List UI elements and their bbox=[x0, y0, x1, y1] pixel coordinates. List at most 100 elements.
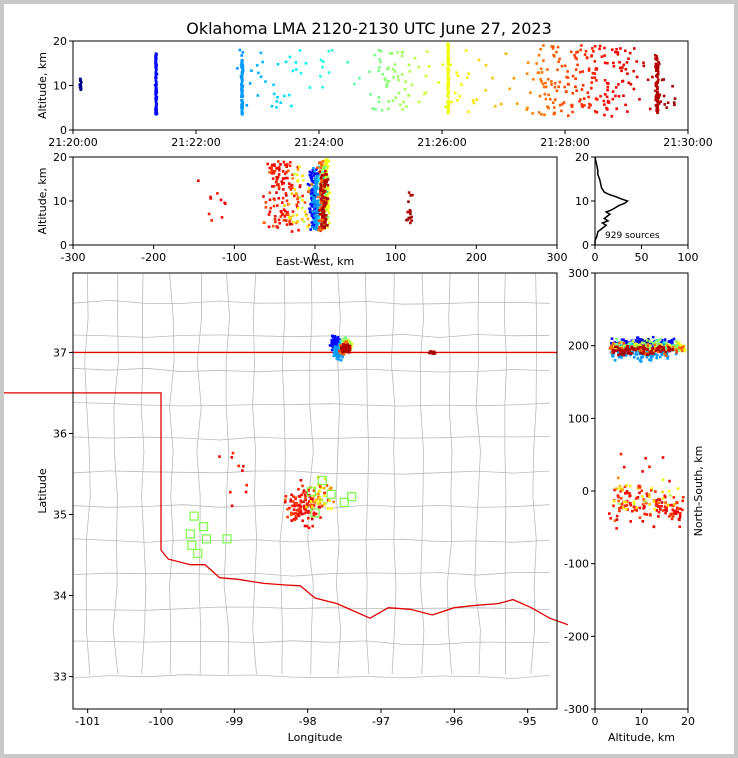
time-altitude-source-point bbox=[595, 79, 598, 82]
altitude-ns-source-point bbox=[652, 500, 656, 503]
altitude-ns-ytick-label: 0 bbox=[582, 485, 589, 498]
altitude-ns-source-point bbox=[660, 504, 663, 508]
ew-altitude-source-point bbox=[319, 192, 322, 195]
ew-altitude-source-point bbox=[291, 220, 295, 224]
altitude-ns-source-point bbox=[653, 343, 657, 347]
county-line bbox=[84, 272, 91, 675]
altitude-ns-source-point bbox=[675, 351, 678, 354]
time-altitude-source-point bbox=[662, 94, 666, 98]
ew-altitude-source-point bbox=[319, 176, 323, 180]
ew-altitude-source-point bbox=[410, 219, 413, 222]
ew-altitude-source-point bbox=[311, 170, 315, 174]
altitude-ns-source-point bbox=[618, 341, 621, 345]
time-altitude-source-point bbox=[380, 109, 384, 112]
time-altitude-source-point bbox=[673, 103, 676, 107]
ew-altitude-source-point bbox=[293, 187, 297, 191]
time-altitude-source-point bbox=[446, 54, 450, 58]
plan-view-source-point bbox=[289, 498, 293, 502]
altitude-ns-source-point bbox=[643, 341, 646, 345]
time-altitude-source-point bbox=[388, 52, 392, 55]
altitude-ns-source-point bbox=[642, 344, 645, 348]
altitude-ns-source-point bbox=[620, 340, 623, 344]
time-altitude-source-point bbox=[413, 56, 417, 60]
plan-view-source-point bbox=[298, 503, 301, 507]
time-altitude-source-point bbox=[446, 42, 449, 46]
plan-view-source-point bbox=[345, 344, 348, 348]
time-altitude-source-point bbox=[447, 110, 450, 114]
ew-altitude-source-point bbox=[282, 188, 285, 191]
time-altitude-source-point bbox=[446, 85, 450, 88]
plan-view-source-point bbox=[302, 505, 306, 509]
altitude-ns-source-point bbox=[625, 490, 629, 493]
county-line bbox=[72, 674, 550, 679]
altitude-ns-source-point bbox=[664, 341, 668, 345]
altitude-ns-source-point bbox=[650, 489, 653, 492]
plan-view-source-point bbox=[302, 491, 305, 494]
plan-view-source-point bbox=[323, 503, 326, 506]
time-altitude-source-point bbox=[321, 65, 324, 69]
altitude-histogram-ytick-label: 0 bbox=[582, 239, 589, 252]
time-altitude-source-point bbox=[449, 63, 452, 66]
altitude-ns-source-point bbox=[626, 346, 629, 349]
ew-altitude-source-point bbox=[297, 201, 300, 204]
plan-view-source-point bbox=[283, 500, 287, 504]
plan-view-source-point bbox=[302, 489, 306, 492]
altitude-ns-source-point bbox=[612, 504, 615, 508]
ew-altitude-source-point bbox=[328, 221, 331, 225]
altitude-ns-source-point bbox=[624, 344, 627, 347]
altitude-ns-source-point bbox=[674, 509, 678, 513]
ew-altitude-source-point bbox=[320, 228, 323, 231]
county-line bbox=[72, 367, 550, 373]
altitude-ns-source-point bbox=[659, 345, 663, 349]
altitude-ns-source-point bbox=[641, 495, 644, 498]
altitude-ns-source-point bbox=[664, 346, 668, 350]
ew-altitude-source-point bbox=[310, 176, 314, 179]
time-altitude-source-point bbox=[657, 72, 660, 76]
altitude-ns-source-point bbox=[631, 347, 635, 351]
altitude-ns-source-point bbox=[677, 507, 680, 511]
time-altitude-source-point bbox=[590, 81, 594, 84]
altitude-ns-source-point bbox=[634, 351, 638, 354]
ew-altitude-source-point bbox=[278, 167, 281, 171]
altitude-ns-ytick-label: 200 bbox=[568, 340, 589, 353]
ew-altitude-source-point bbox=[279, 163, 282, 166]
plan-view-source-point bbox=[332, 348, 336, 351]
ew-altitude-source-point bbox=[280, 182, 284, 186]
ew-altitude-source-point bbox=[290, 230, 294, 233]
altitude-ns-source-point bbox=[675, 506, 679, 510]
time-altitude-source-point bbox=[447, 49, 450, 53]
time-altitude-source-point bbox=[556, 45, 560, 49]
time-altitude-source-point bbox=[617, 83, 620, 86]
plan-view-source-point bbox=[323, 494, 326, 497]
plan-view-source-point bbox=[318, 485, 322, 488]
altitude-ns-source-point bbox=[667, 346, 670, 349]
plan-view-source-point bbox=[245, 483, 248, 487]
time-altitude-source-point bbox=[590, 55, 593, 58]
altitude-ns-source-point bbox=[617, 495, 620, 499]
ew-altitude-source-point bbox=[277, 165, 281, 169]
time-altitude-source-point bbox=[154, 62, 157, 66]
altitude-ns-source-point bbox=[628, 350, 631, 353]
altitude-ns-source-point bbox=[643, 512, 646, 516]
time-altitude-source-point bbox=[154, 79, 158, 82]
ew-altitude-source-point bbox=[302, 220, 306, 224]
plan-view-source-point bbox=[337, 353, 341, 356]
time-altitude-source-point bbox=[272, 92, 276, 96]
ew-altitude-source-point bbox=[283, 163, 287, 167]
time-altitude-source-point bbox=[606, 61, 609, 65]
ew-altitude-source-point bbox=[306, 182, 310, 186]
time-altitude-source-point bbox=[632, 87, 636, 91]
altitude-ns-source-point bbox=[662, 341, 665, 344]
altitude-ns-source-point bbox=[678, 525, 681, 528]
altitude-ns-source-point bbox=[621, 349, 624, 353]
ew-altitude-source-point bbox=[287, 169, 290, 173]
time-altitude-source-point bbox=[423, 92, 426, 96]
ew-altitude-source-point bbox=[268, 191, 272, 194]
time-altitude-source-point bbox=[270, 104, 274, 108]
ew-altitude-source-point bbox=[324, 208, 328, 211]
time-altitude-source-point bbox=[447, 46, 450, 50]
time-altitude-source-point bbox=[387, 79, 391, 83]
time-altitude-source-point bbox=[615, 47, 618, 51]
time-altitude-source-point bbox=[450, 100, 453, 104]
plan-view-source-point bbox=[342, 346, 346, 350]
